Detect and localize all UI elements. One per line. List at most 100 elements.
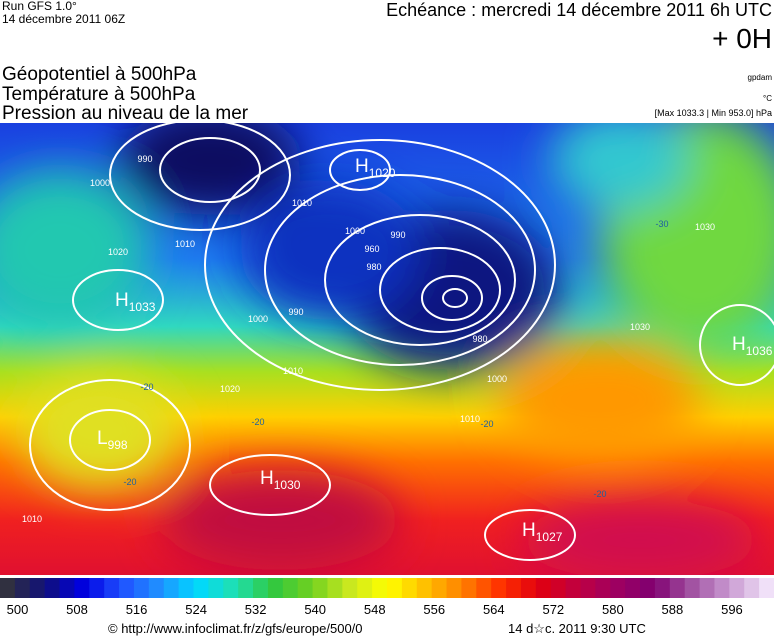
center-value: 1027 [536,530,563,544]
pressure-label: 1020 [220,384,240,394]
map-field [0,123,774,575]
colorbar-cell [699,578,715,598]
colorbar-cell [238,578,254,598]
colorbar-cell [282,578,299,598]
colorbar-cell [714,578,730,598]
center-letter: L [97,428,108,449]
colorbar-cell [476,578,492,598]
colorbar-cell [208,578,224,598]
colorbar-cell [223,578,239,598]
colorbar-cell [193,578,209,598]
colorbar-tick: 556 [423,602,445,617]
colorbar-cell [610,578,626,598]
footer-date: 14 d☆c. 2011 9:30 UTC [508,621,646,636]
colorbar-cell [595,578,611,598]
pressure-center: H1030 [260,468,301,492]
colorbar-cell [491,578,507,598]
run-label: Run GFS 1.0° [2,0,77,13]
colorbar-cell [387,578,403,598]
colorbar-tick: 516 [126,602,148,617]
center-letter: H [522,520,536,541]
pressure-center: H1036 [732,334,773,358]
pressure-label: 1000 [487,374,507,384]
colorbar-cell [535,578,552,598]
colorbar-cell [163,578,180,598]
temperature-label: -30 [655,219,668,229]
colorbar-tick: 580 [602,602,624,617]
center-value: 998 [108,438,128,452]
pressure-label: 1010 [175,239,195,249]
colorbar-cell [669,578,686,598]
pressure-center: H1027 [522,520,563,544]
pressure-label: 1000 [345,226,365,236]
colorbar-tick: 548 [364,602,386,617]
pressure-label: 980 [472,334,487,344]
colorbar-cell [729,578,745,598]
colorbar-cell [104,578,120,598]
pressure-center: H1033 [115,290,156,314]
pressure-label: 990 [137,154,152,164]
colorbar-tick: 596 [721,602,743,617]
colorbar-cell [297,578,314,598]
colorbar-cell [178,578,194,598]
colorbar-cell [342,578,358,598]
footer-url: © http://www.infoclimat.fr/z/gfs/europe/… [108,621,363,636]
colorbar-cell [416,578,433,598]
offset: + 0H [712,23,772,54]
pressure-label: 1000 [248,314,268,324]
pressure-label: 1010 [22,514,42,524]
center-letter: H [355,156,369,177]
unit-label: [Max 1033.3 | Min 953.0] hPa [655,108,772,118]
colorbar-cell [312,578,328,598]
colorbar-cell [357,578,373,598]
pressure-label: 1010 [292,198,312,208]
center-value: 1030 [274,478,301,492]
colorbar-cell [550,578,567,598]
colorbar-tick: 524 [185,602,207,617]
colorbar-cell [74,578,90,598]
colorbar-cell [327,578,343,598]
colorbar-tick: 588 [662,602,684,617]
colorbar-cell [89,578,105,598]
colorbar-cell [119,578,135,598]
colorbar-tick: 500 [7,602,29,617]
colorbar-tick: 540 [304,602,326,617]
colorbar-cell [401,578,418,598]
colorbar-tick: 508 [66,602,88,617]
pressure-label: 990 [390,230,405,240]
center-letter: H [732,334,746,355]
colorbar-cell [14,578,31,598]
colorbar-cell [267,578,284,598]
colorbar-cell [148,578,165,598]
pressure-label: 1030 [630,322,650,332]
colorbar-cell [580,578,596,598]
center-letter: H [115,290,129,311]
temperature-label: -20 [480,419,493,429]
colorbar-cell [59,578,75,598]
colorbar-cell [253,578,269,598]
pressure-label: 980 [366,262,381,272]
temperature-label: -20 [123,477,136,487]
unit-label: gpdam [748,73,773,82]
colorbar-cell [446,578,462,598]
layer-title: Température à 500hPa [2,84,196,105]
colorbar-cell [640,578,656,598]
colorbar-cell [565,578,581,598]
layer-title: Pression au niveau de la mer [2,103,249,124]
colorbar-cell [0,578,16,598]
center-value: 1020 [369,166,396,180]
colorbar-cell [44,578,61,598]
center-letter: H [260,468,274,489]
colorbar-cell [744,578,760,598]
pressure-center: L998 [97,428,128,452]
pressure-label: 1000 [90,178,110,188]
pressure-label: 1010 [283,366,303,376]
center-value: 1033 [129,300,156,314]
temperature-label: -20 [593,489,606,499]
colorbar-tick: 572 [542,602,564,617]
colorbar-cell [372,578,388,598]
pressure-label: 1020 [108,247,128,257]
pressure-label: 1030 [695,222,715,232]
colorbar-cell [461,578,477,598]
